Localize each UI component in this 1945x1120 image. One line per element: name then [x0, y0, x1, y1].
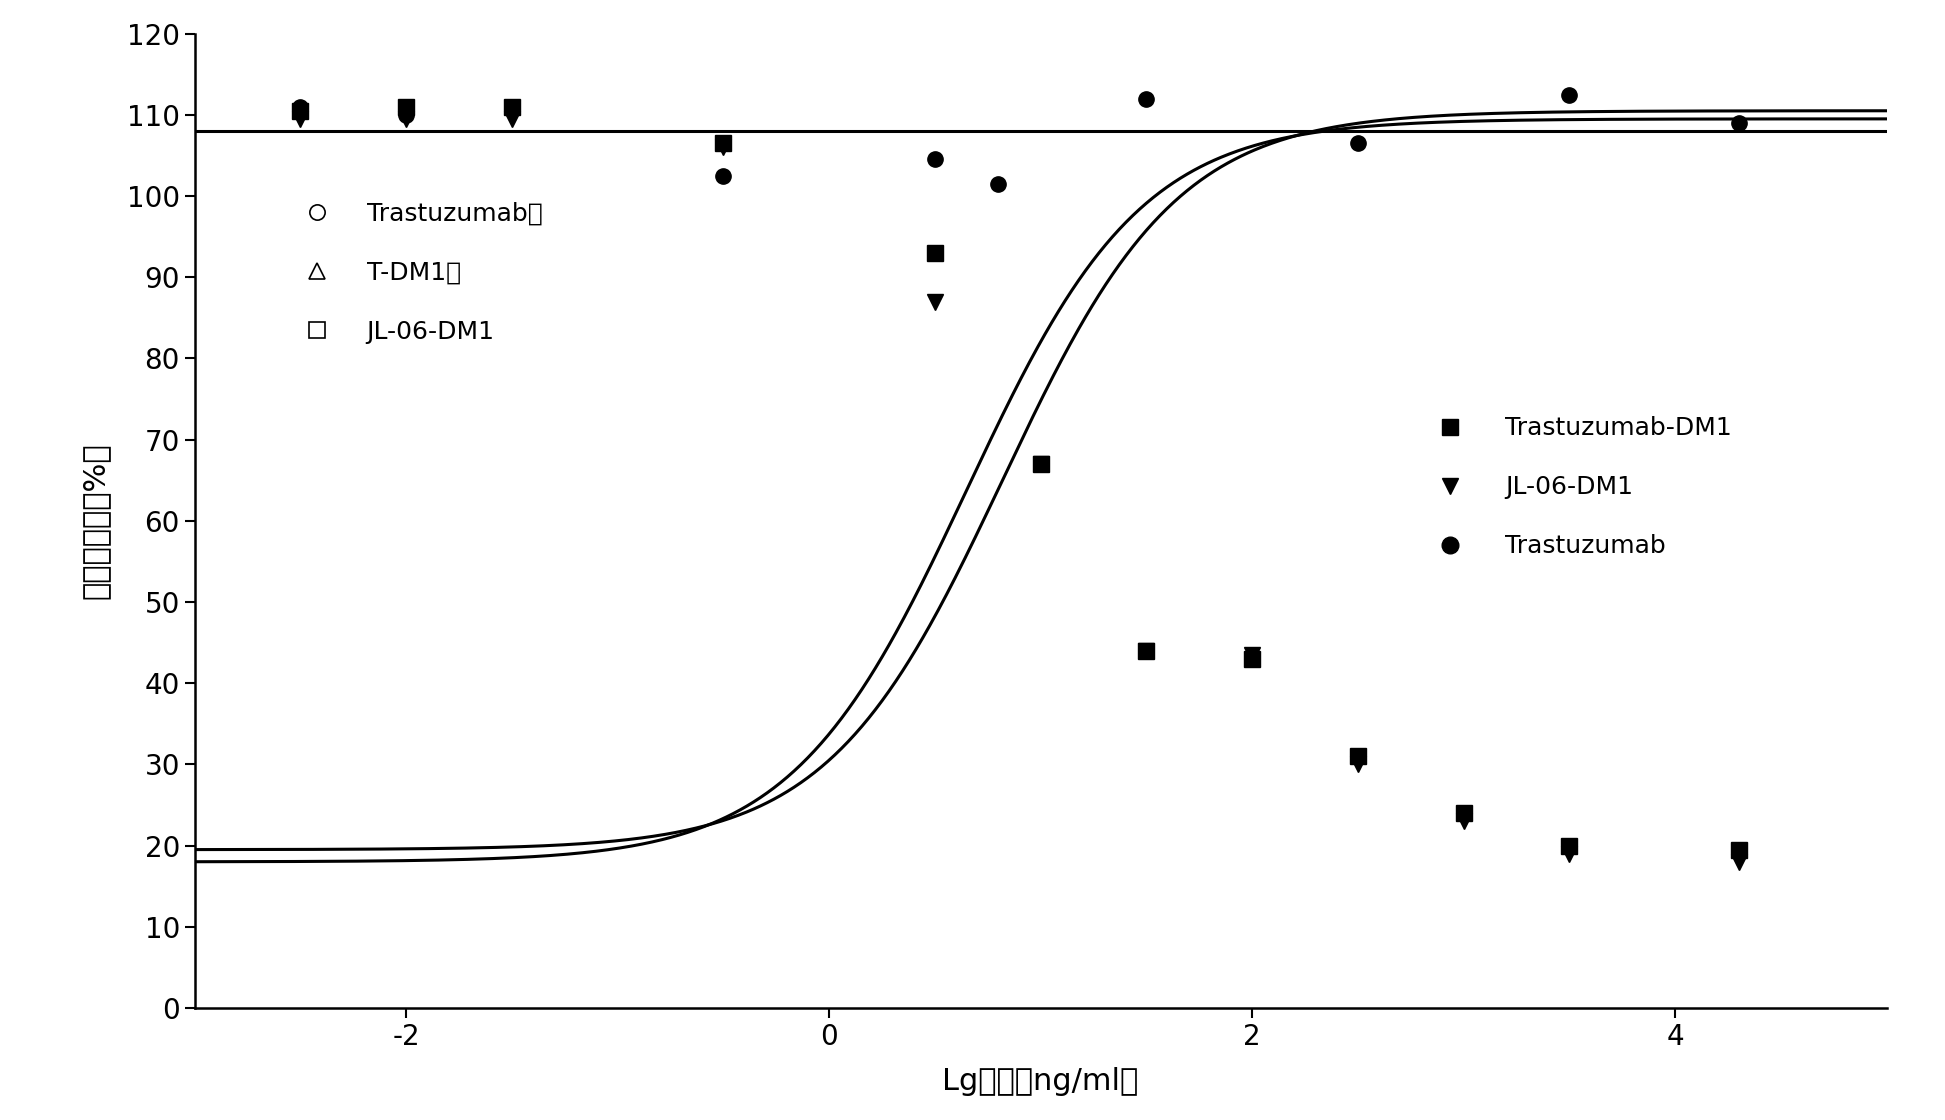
X-axis label: Lg浓度（ng/ml）: Lg浓度（ng/ml）: [943, 1067, 1138, 1096]
Y-axis label: 细胞存活率（%）: 细胞存活率（%）: [82, 442, 111, 599]
Legend: Trastuzumab；, T-DM1；, JL-06-DM1: Trastuzumab；, T-DM1；, JL-06-DM1: [292, 202, 543, 344]
